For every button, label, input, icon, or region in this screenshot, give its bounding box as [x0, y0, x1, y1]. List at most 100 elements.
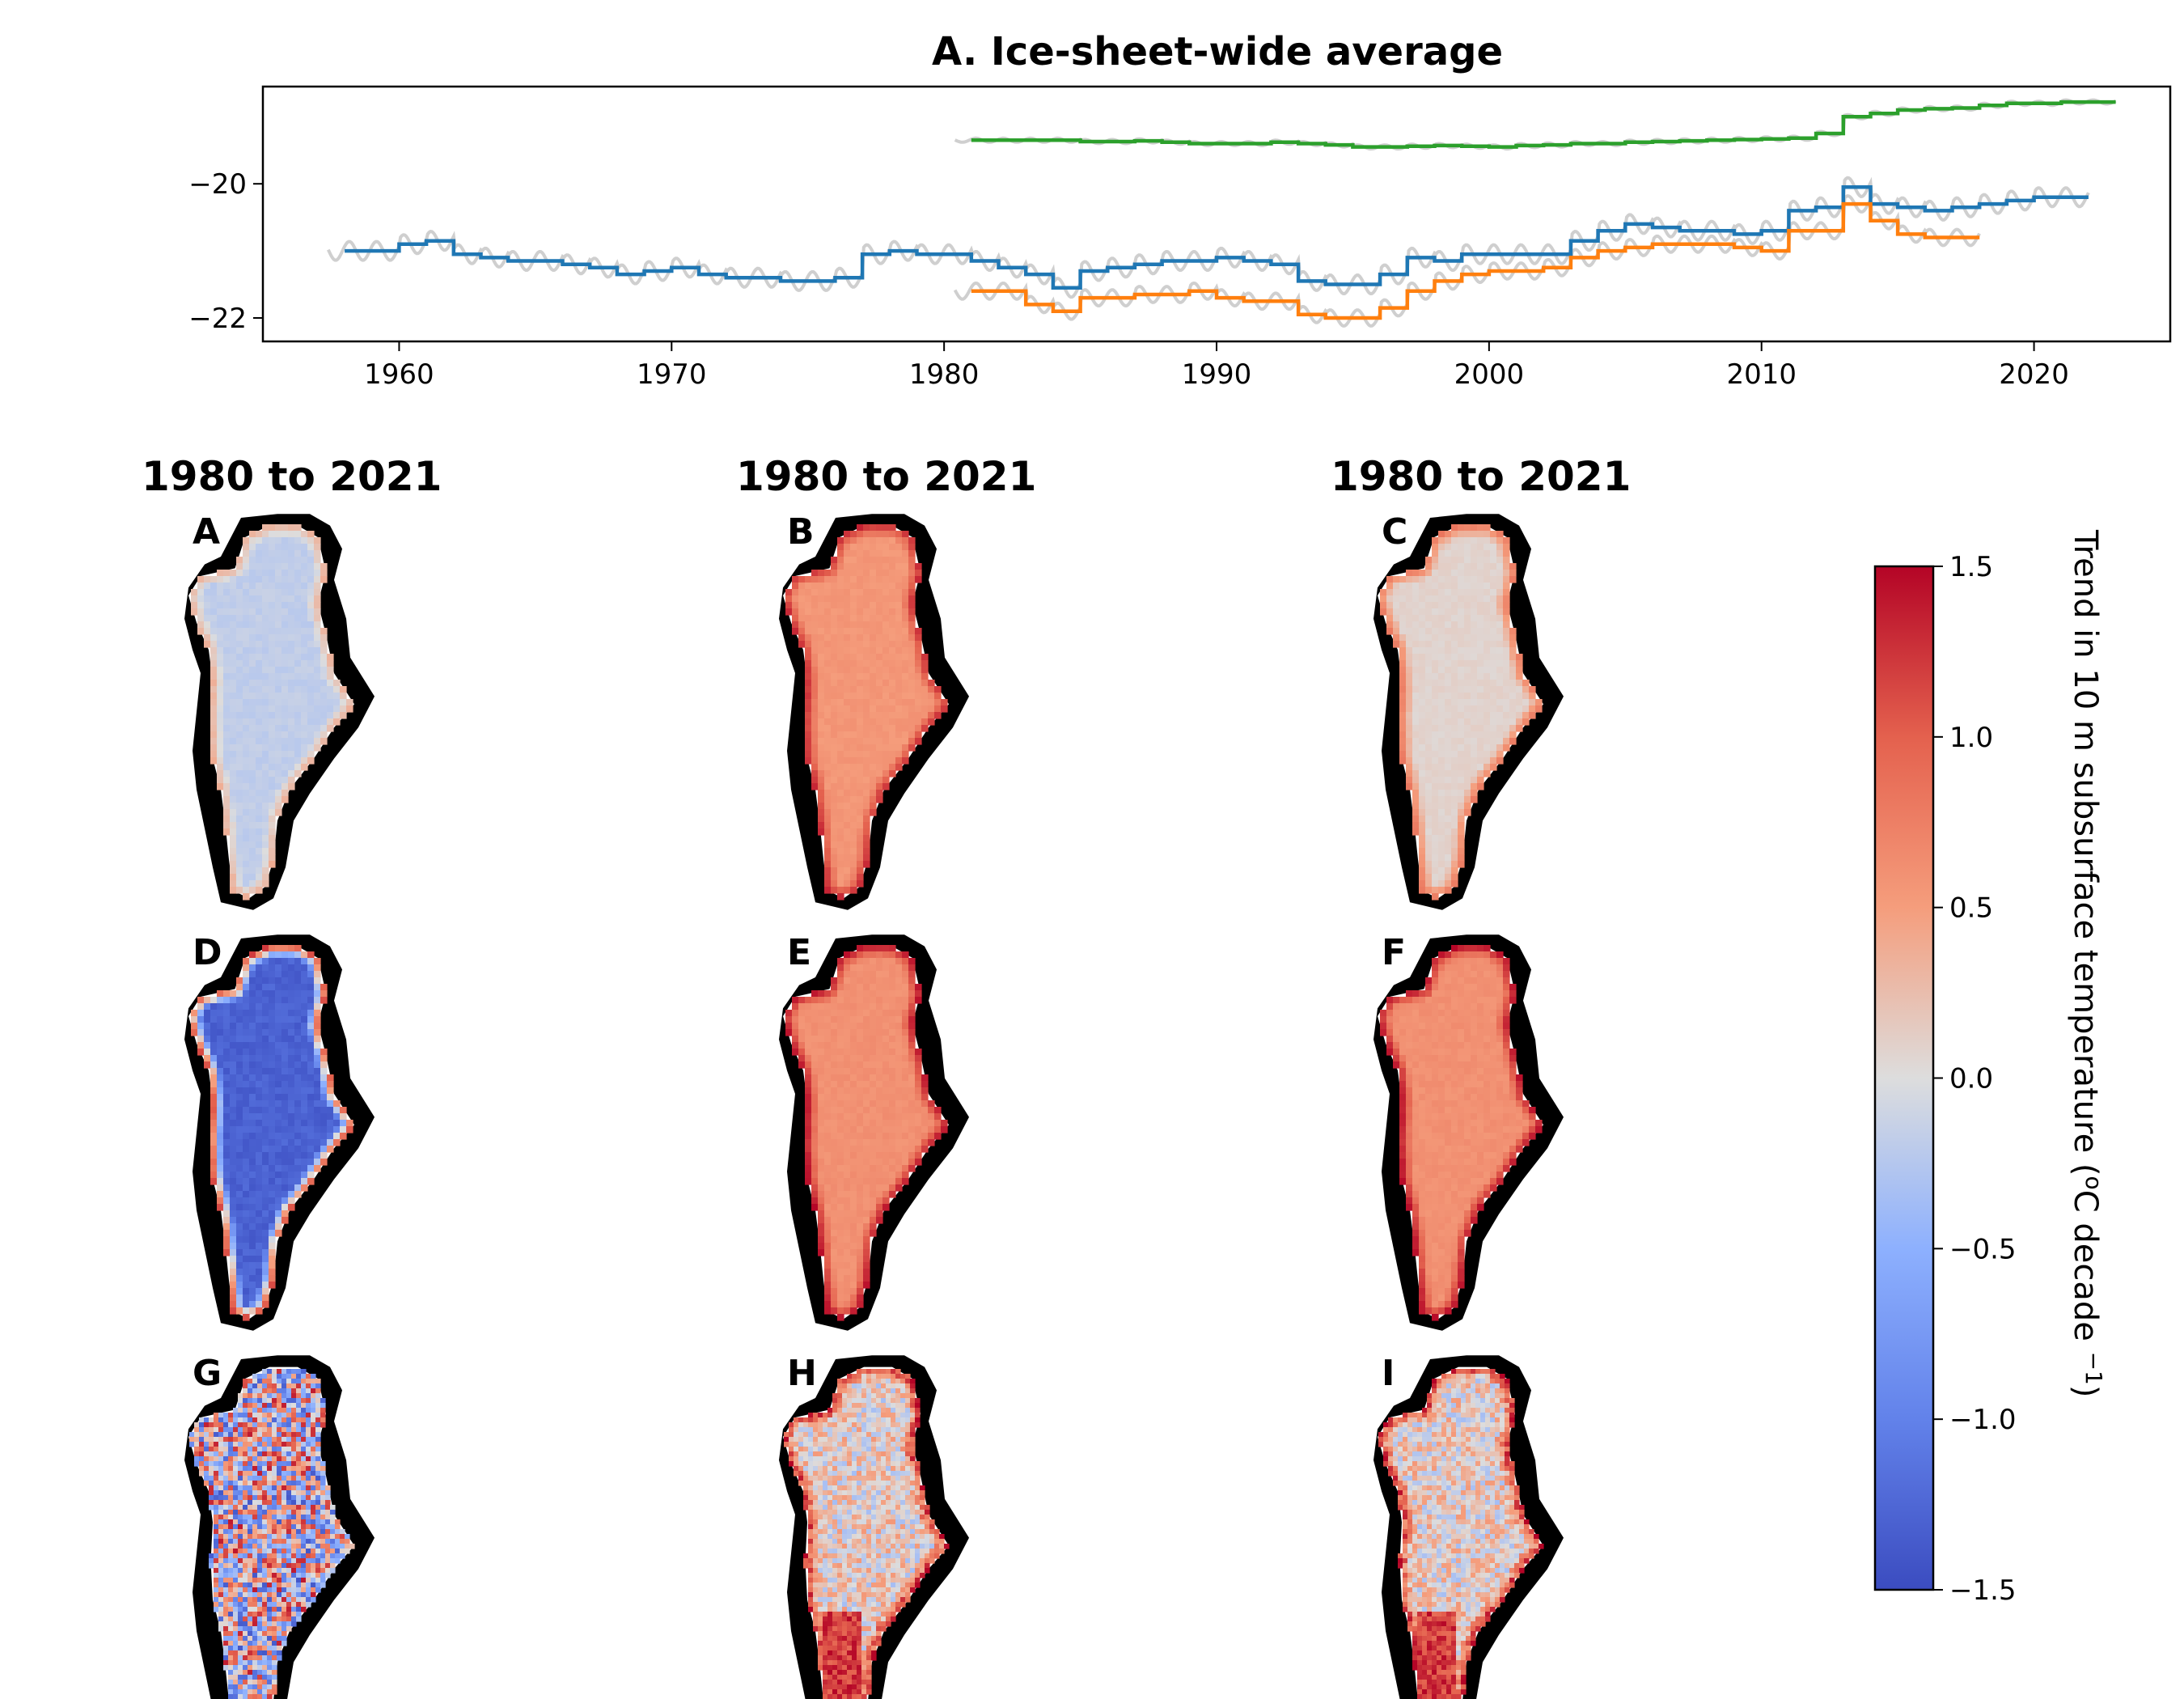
map-cell	[275, 544, 282, 551]
map-cell	[294, 557, 302, 564]
map-cell	[236, 796, 243, 803]
map-cell	[281, 557, 289, 564]
map-cell	[882, 693, 890, 700]
map-cell	[805, 757, 812, 765]
map-cell	[294, 705, 302, 713]
map-cell	[850, 705, 857, 713]
map-cell	[895, 589, 903, 596]
map-cell	[217, 667, 224, 674]
map-cell	[844, 654, 851, 661]
map-cell	[223, 783, 231, 790]
map-cell	[294, 751, 302, 758]
map-cell	[915, 647, 922, 655]
map-cell	[876, 718, 883, 726]
map-cell	[230, 887, 237, 894]
map-cell	[831, 557, 838, 564]
map-cell	[197, 595, 205, 603]
map-cell	[895, 583, 903, 590]
map-cell	[269, 654, 276, 661]
map-cell	[798, 621, 806, 629]
map-cell	[824, 628, 832, 635]
map-cell	[889, 531, 896, 538]
map-cell	[844, 628, 851, 635]
map-cell	[288, 699, 295, 706]
map-cell	[895, 744, 903, 752]
map-cell	[269, 680, 276, 687]
map-cell	[811, 621, 819, 629]
map-cell	[882, 537, 890, 544]
map-cell	[333, 699, 341, 706]
map-cell	[217, 583, 224, 590]
map-cell	[249, 738, 256, 745]
map-cell	[314, 595, 321, 603]
map-cell	[844, 563, 851, 570]
map-cell	[197, 583, 205, 590]
map-cell	[307, 595, 315, 603]
map-cell	[805, 751, 812, 758]
map-cell	[236, 621, 243, 629]
map-cell	[921, 693, 929, 700]
map-cell	[863, 744, 870, 752]
map-cell	[223, 628, 231, 635]
map-cell	[908, 608, 916, 616]
map-cell	[249, 809, 256, 816]
map-cell	[243, 654, 250, 661]
map-cell	[320, 563, 328, 570]
map-cell	[262, 731, 269, 739]
map-cell	[301, 595, 308, 603]
map-cell	[837, 647, 844, 655]
map-cell	[249, 751, 256, 758]
map-cell	[908, 563, 916, 570]
map-panel-b: B	[779, 511, 969, 910]
map-cell	[876, 705, 883, 713]
map-cell	[844, 595, 851, 603]
map-cell	[805, 589, 812, 596]
map-cell	[256, 699, 263, 706]
map-cell	[269, 641, 276, 648]
map-cell	[811, 570, 819, 577]
map-cell	[256, 693, 263, 700]
column-title-3: 1980 to 2021	[1331, 453, 1632, 500]
map-cell	[882, 576, 890, 583]
map-cell	[837, 641, 844, 648]
map-cell	[857, 667, 864, 674]
map-cell	[307, 738, 315, 745]
map-cell	[243, 576, 250, 583]
map-cell	[895, 693, 903, 700]
map-cell	[249, 673, 256, 680]
map-cell	[256, 796, 263, 803]
map-cell	[857, 583, 864, 590]
map-cell	[256, 537, 263, 544]
map-cell	[831, 570, 838, 577]
map-cell	[889, 583, 896, 590]
map-cell	[837, 615, 844, 622]
map-cell	[230, 854, 237, 862]
map-cell	[204, 583, 211, 590]
map-cell	[256, 744, 263, 752]
map-cell	[223, 641, 231, 648]
map-cell	[307, 544, 315, 551]
map-cell	[294, 712, 302, 719]
map-cell	[288, 777, 295, 784]
map-cell	[294, 744, 302, 752]
map-cell	[876, 738, 883, 745]
map-cell	[243, 628, 250, 635]
map-cell	[818, 764, 825, 771]
map-cell	[870, 524, 877, 532]
map-cell	[857, 718, 864, 726]
map-cell	[243, 848, 250, 855]
map-cell	[288, 686, 295, 693]
map-cell	[243, 595, 250, 603]
map-cell	[818, 589, 825, 596]
map-cell	[230, 796, 237, 803]
map-cell	[831, 608, 838, 616]
map-cell	[915, 667, 922, 674]
map-cell	[281, 563, 289, 570]
map-cell	[837, 680, 844, 687]
map-cell	[243, 803, 250, 810]
map-cell	[301, 731, 308, 739]
map-cell	[249, 861, 256, 868]
map-cell	[236, 848, 243, 855]
map-cell	[230, 822, 237, 829]
map-cell	[837, 595, 844, 603]
